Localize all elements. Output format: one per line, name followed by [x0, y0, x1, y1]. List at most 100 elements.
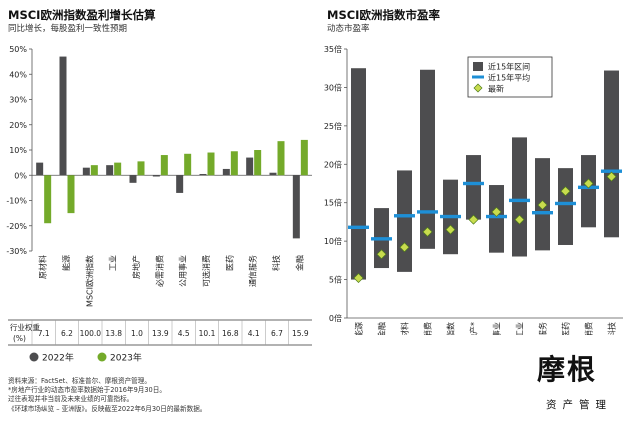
category-label: 可选消费 — [423, 322, 433, 335]
weight-value: 15.9 — [292, 329, 309, 338]
category-label: 通信服务 — [248, 255, 258, 287]
average-marker — [371, 237, 392, 241]
left-chart-subtitle: 同比增长，每股盈利一致性预期 — [8, 24, 128, 34]
legend-average-label: 近15年平均 — [488, 73, 530, 83]
y-tick-label: 35倍 — [324, 44, 342, 54]
bar-2023 — [207, 152, 215, 176]
category-label: 医药 — [224, 255, 234, 271]
bar-2023 — [160, 155, 168, 176]
bar-2022 — [59, 56, 67, 176]
average-marker — [555, 201, 576, 206]
category-label: 工业 — [515, 322, 525, 335]
y-tick-label: 0% — [14, 171, 27, 180]
footnote-real-estate: *房地产行业的动态市盈率数据始于2016年9月30日。 — [8, 386, 166, 395]
y-tick-label: 5倍 — [329, 275, 342, 285]
category-label: 房地产 — [131, 255, 141, 279]
bar-2022 — [129, 175, 137, 183]
footnote-source: 资料来源：FactSet、标准普尔、摩根资产管理。 — [8, 377, 151, 385]
weight-value: 13.8 — [105, 329, 122, 338]
category-label: 原材料 — [38, 255, 48, 279]
latest-marker — [353, 273, 364, 284]
category-label: 房地产* — [469, 322, 479, 335]
range-bar — [489, 185, 504, 253]
weight-value: 10.1 — [199, 329, 216, 338]
category-label: 必需消费 — [584, 322, 594, 335]
category-label: 原材料 — [400, 322, 410, 335]
footnote-disclaimer: 过往表现并非当前及未来业绩的可靠指标。 — [8, 395, 134, 404]
y-tick-label: 25倍 — [324, 121, 342, 131]
average-marker — [601, 169, 622, 173]
category-label: 科技 — [271, 255, 281, 271]
category-label: 能源 — [61, 255, 71, 271]
weight-row-label: 行业权重 — [10, 322, 40, 332]
y-tick-label: -20% — [6, 222, 27, 231]
latest-marker — [445, 224, 456, 235]
y-tick-label: 10% — [9, 146, 27, 155]
y-tick-label: 0倍 — [329, 313, 342, 323]
weight-value: 13.9 — [152, 329, 169, 338]
category-label: 公用事业 — [492, 322, 502, 335]
range-bar — [558, 168, 573, 245]
bar-2022 — [246, 157, 254, 176]
bar-2023 — [44, 175, 52, 224]
bar-2023 — [90, 165, 98, 176]
footnote-publication: 《环球市场纵览 – 亚洲版》。反映截至2022年6月30日的最新数据。 — [8, 404, 207, 413]
average-marker — [509, 198, 530, 203]
latest-marker — [491, 206, 502, 217]
y-tick-label: 20% — [9, 121, 27, 130]
weight-value: 1.0 — [131, 329, 143, 338]
y-tick-label: 15倍 — [324, 198, 342, 208]
latest-marker — [514, 214, 525, 225]
right-chart-subtitle: 动态市盈率 — [327, 24, 370, 34]
average-marker — [348, 225, 369, 230]
category-label: 可选消费 — [201, 255, 211, 287]
category-label: MSCI欧洲指数 — [84, 255, 94, 307]
latest-marker — [399, 242, 410, 253]
bar-2023 — [114, 162, 122, 176]
y-tick-label: 50% — [9, 45, 27, 54]
weight-value: 6.2 — [61, 329, 73, 338]
category-label: 通信服务 — [538, 322, 548, 335]
category-label: 公用事业 — [178, 255, 188, 287]
legend-range-swatch — [473, 62, 483, 71]
category-label: MSCI欧洲指数 — [446, 322, 456, 335]
y-tick-label: 10倍 — [324, 236, 342, 246]
weight-value: 6.7 — [271, 329, 283, 338]
footnotes: 资料来源：FactSet、标准普尔、摩根资产管理。 *房地产行业的动态市盈率数据… — [8, 377, 206, 414]
y-tick-label: -30% — [6, 247, 27, 256]
legend-latest-label: 最新 — [488, 84, 504, 94]
bar-2023 — [277, 141, 285, 176]
weight-row-unit: (%) — [13, 334, 26, 343]
range-bar — [397, 170, 412, 272]
weight-value: 16.8 — [222, 329, 239, 338]
bar-2022 — [36, 162, 44, 176]
bar-2023 — [230, 151, 238, 176]
category-label: 必需消费 — [154, 255, 164, 287]
category-label: 工业 — [108, 255, 118, 271]
logo-subtitle: 资产管理 — [546, 399, 612, 411]
y-tick-label: 30% — [9, 96, 27, 105]
legend-latest-swatch — [473, 83, 483, 93]
range-bar — [466, 155, 481, 220]
range-bar — [581, 155, 596, 228]
bar-2022 — [199, 173, 207, 176]
bar-2022 — [292, 175, 300, 239]
weight-value: 7.1 — [38, 329, 50, 338]
legend-2022-label: 2022年 — [42, 352, 74, 364]
average-marker — [417, 210, 438, 214]
bar-2022 — [222, 168, 230, 176]
legend-2022-swatch — [29, 352, 39, 362]
y-tick-label: 30倍 — [324, 82, 342, 92]
average-marker — [440, 214, 461, 219]
legend-2023-swatch — [97, 352, 107, 362]
legend-range-label: 近15年区间 — [488, 62, 530, 72]
category-label: 科技 — [607, 322, 617, 335]
left-chart-title: MSCI欧洲指数盈利增长估算 — [8, 8, 156, 22]
latest-marker — [376, 249, 387, 260]
weight-value: 4.5 — [178, 329, 190, 338]
bar-2022 — [269, 172, 277, 176]
latest-marker — [468, 214, 479, 225]
average-marker — [394, 214, 415, 218]
category-label: 能源 — [354, 322, 364, 335]
